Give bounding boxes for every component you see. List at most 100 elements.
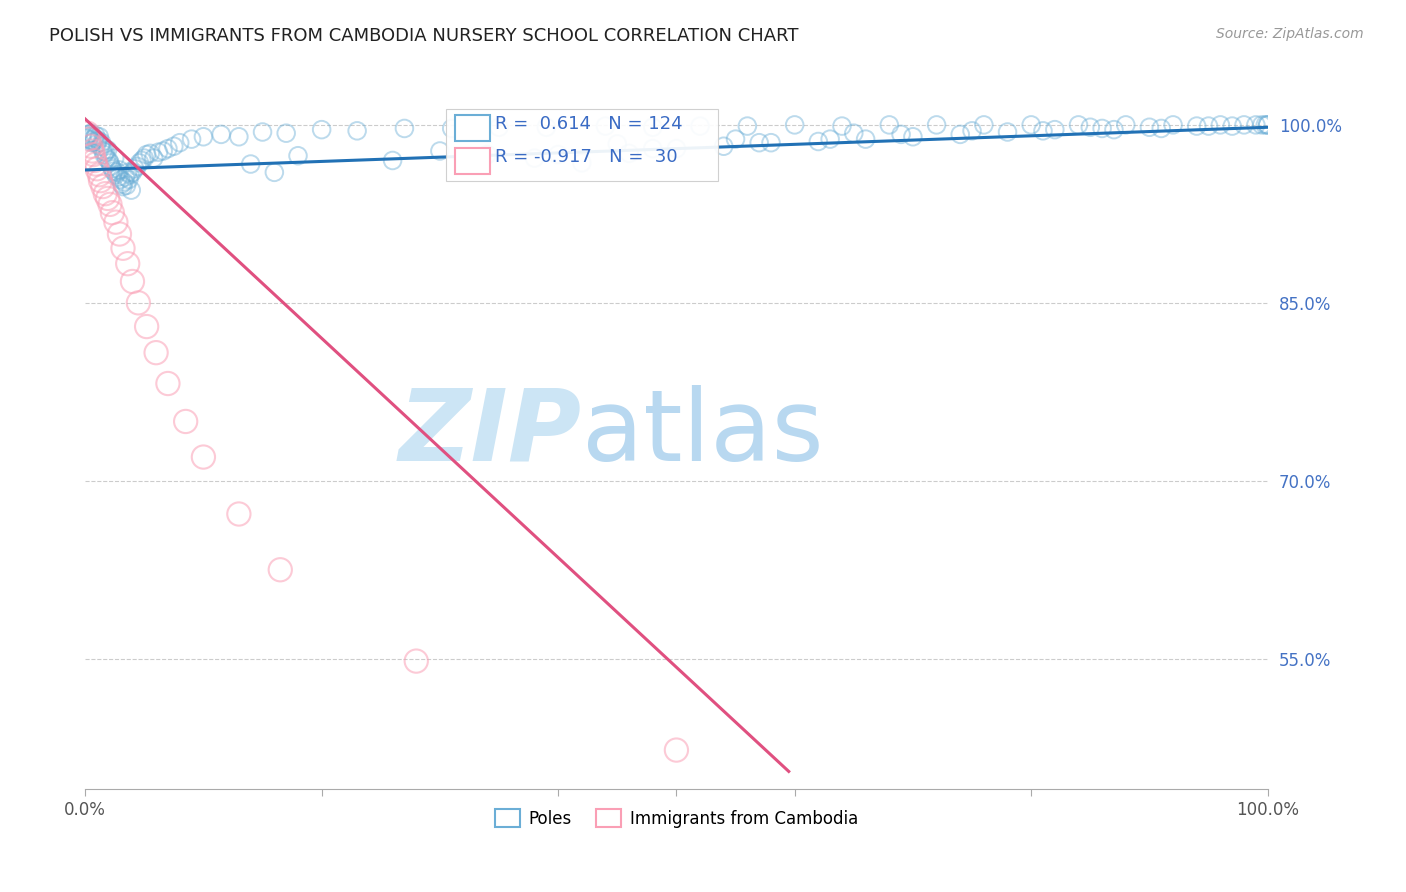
Point [405, 654, 427, 668]
Point [252, 125, 274, 139]
Point [76, 126, 98, 140]
Text: atlas: atlas [582, 384, 824, 482]
Point [96, 151, 118, 165]
Point [121, 275, 143, 289]
Point [1254, 118, 1277, 132]
Point [877, 118, 900, 132]
Point [139, 146, 162, 161]
Point [94, 186, 117, 201]
Point [174, 414, 197, 428]
Point [1139, 120, 1161, 135]
Point [91, 179, 114, 194]
Point [346, 124, 368, 138]
Point [156, 142, 179, 156]
Point [477, 147, 499, 161]
Point [118, 172, 141, 186]
Point [97, 153, 120, 168]
Point [148, 145, 170, 160]
Point [1067, 118, 1090, 132]
Point [713, 139, 735, 153]
Point [94, 145, 117, 160]
Point [665, 743, 688, 757]
Point [111, 178, 134, 192]
Point [1078, 120, 1101, 135]
Point [107, 170, 129, 185]
Point [1032, 124, 1054, 138]
Point [115, 178, 138, 193]
Point [1257, 118, 1279, 132]
Point [84, 157, 107, 171]
Point [89, 139, 111, 153]
Point [98, 156, 121, 170]
Point [783, 118, 806, 132]
Text: R =  0.614   N = 124: R = 0.614 N = 124 [495, 115, 683, 133]
Point [91, 144, 114, 158]
Point [82, 147, 104, 161]
Point [76, 128, 98, 143]
Point [724, 132, 747, 146]
Point [112, 175, 135, 189]
Point [1233, 118, 1256, 132]
Point [97, 191, 120, 205]
Point [135, 319, 157, 334]
Point [101, 205, 124, 219]
Point [453, 151, 475, 165]
FancyBboxPatch shape [446, 110, 718, 181]
Point [127, 296, 149, 310]
Point [276, 126, 298, 140]
Point [960, 124, 983, 138]
Point [169, 136, 191, 150]
Point [689, 119, 711, 133]
Point [890, 128, 912, 142]
Point [973, 118, 995, 132]
Point [152, 144, 174, 158]
Point [104, 215, 127, 229]
Point [89, 174, 111, 188]
Point [86, 161, 108, 176]
Point [87, 133, 110, 147]
Point [1019, 118, 1042, 132]
Point [77, 128, 100, 142]
Point [1115, 118, 1137, 132]
Point [86, 136, 108, 151]
Point [111, 241, 134, 255]
Point [105, 165, 128, 179]
Point [82, 144, 104, 158]
Point [193, 450, 215, 464]
Point [737, 119, 759, 133]
Point [665, 142, 688, 156]
Point [156, 376, 179, 391]
Text: POLISH VS IMMIGRANTS FROM CAMBODIA NURSERY SCHOOL CORRELATION CHART: POLISH VS IMMIGRANTS FROM CAMBODIA NURSE… [49, 27, 799, 45]
Point [117, 257, 139, 271]
Point [80, 133, 103, 147]
Text: Source: ZipAtlas.com: Source: ZipAtlas.com [1216, 27, 1364, 41]
Text: R = -0.917   N =  30: R = -0.917 N = 30 [495, 148, 678, 166]
Point [949, 128, 972, 142]
Point [394, 121, 416, 136]
Point [114, 170, 136, 185]
Point [97, 143, 120, 157]
Point [269, 563, 291, 577]
Point [381, 153, 404, 168]
Point [104, 151, 127, 165]
Point [641, 120, 664, 135]
Point [1244, 118, 1267, 132]
Point [163, 139, 186, 153]
Point [124, 161, 146, 176]
FancyBboxPatch shape [456, 148, 489, 174]
Point [429, 144, 451, 158]
Point [142, 151, 165, 165]
Point [1161, 118, 1184, 132]
Point [595, 119, 617, 133]
Point [641, 142, 664, 156]
Point [228, 507, 250, 521]
Point [98, 197, 121, 211]
Point [83, 153, 105, 168]
Point [84, 128, 107, 143]
Point [748, 136, 770, 150]
Point [228, 129, 250, 144]
Point [89, 168, 111, 182]
Point [1150, 121, 1173, 136]
Point [82, 136, 104, 150]
Point [807, 135, 830, 149]
